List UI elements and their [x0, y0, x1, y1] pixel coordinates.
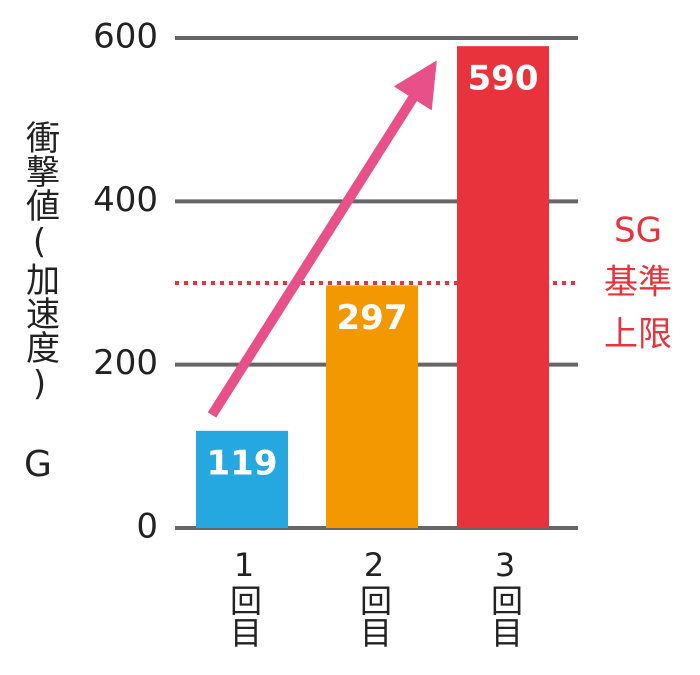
y-tick-label: 400: [93, 180, 158, 220]
trend-arrow: [207, 60, 437, 418]
value-label: 119: [207, 443, 278, 483]
value-label: 590: [468, 59, 539, 99]
reference-label: 上限: [604, 315, 672, 355]
y-axis-label: 衝撃値(加速度): [20, 120, 60, 404]
bar: [326, 285, 418, 528]
y-tick-label: 0: [136, 507, 158, 547]
y-tick-label: 200: [93, 343, 158, 383]
value-label: 297: [337, 298, 408, 338]
y-axis-unit: G: [24, 444, 52, 485]
reference-label: SG: [614, 211, 662, 251]
x-tick-label: 2回目: [355, 546, 393, 648]
reference-label: 基準: [604, 263, 672, 303]
y-tick-label: 600: [93, 17, 158, 57]
x-tick-label: 1回目: [225, 546, 263, 648]
bar: [457, 46, 549, 529]
x-tick-label: 3回目: [486, 546, 524, 648]
bar: [196, 430, 288, 528]
